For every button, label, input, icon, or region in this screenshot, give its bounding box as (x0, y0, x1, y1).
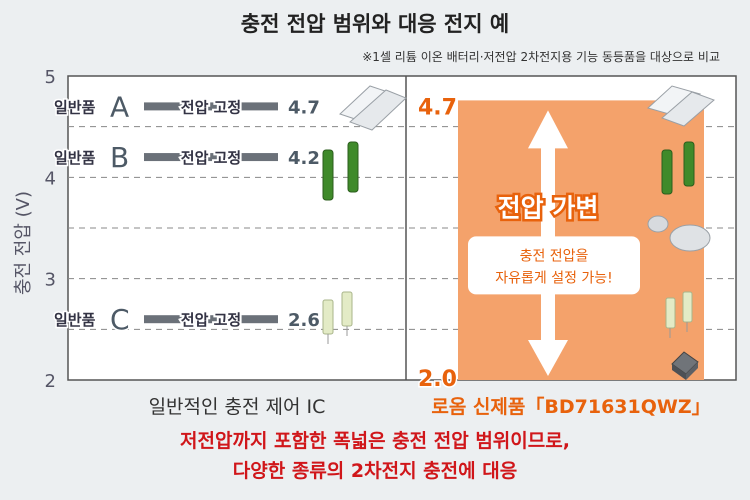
chart-note: ※1셀 리튬 이온 배터리·저전압 2차전지용 기능 동등품을 대상으로 비교 (362, 50, 720, 64)
footer-line-1: 저전압까지 포함한 폭넓은 충전 전압 범위이므로, (180, 430, 570, 452)
green-cylinder-battery-icon (661, 141, 695, 195)
chart-title: 충전 전압 범위와 대응 전지 예 (240, 12, 510, 36)
y-tick-label: 2 (45, 371, 56, 392)
item-bar-text: 전압 고정 (181, 98, 241, 116)
pouch-battery-icon (339, 85, 407, 131)
range-title: 전압 가변 (498, 193, 599, 222)
y-tick-label: 3 (45, 270, 56, 291)
item-letter-label: B (110, 141, 129, 174)
left-item: 일반품 C 전압 고정 2.6 (53, 302, 320, 338)
item-bar (144, 102, 278, 111)
coin-cell-icon (647, 215, 711, 252)
pouch-battery-icon (647, 85, 715, 127)
callout-line-2: 자유롭게 설정 가능! (495, 270, 613, 286)
item-bar-text: 전압 고정 (181, 149, 241, 167)
left-panel-caption: 일반적인 충전 제어 IC (148, 396, 326, 418)
callout-line-1: 충전 전압을 (520, 248, 589, 264)
item-bar-text: 전압 고정 (181, 311, 241, 329)
range-max-label: 4.7 (418, 95, 457, 120)
left-item: 일반품 B 전압 고정 4.2 (53, 140, 320, 176)
footer-line-2: 다양한 종류의 2차전지 충전에 대응 (232, 460, 518, 482)
item-bar (144, 315, 278, 324)
pale-cylinder-battery-icon (665, 291, 693, 338)
left-item: 일반품 A 전압 고정 4.7 (53, 89, 320, 125)
item-bar (144, 153, 278, 162)
green-cylinder-battery-icon (322, 141, 359, 201)
range-min-label: 2.0 (418, 367, 457, 392)
arrow-head-up (528, 110, 568, 149)
y-tick-label: 4 (45, 168, 56, 189)
pale-cylinder-battery-icon (322, 291, 353, 344)
item-letter-label: C (110, 303, 130, 336)
left-panel-items: 일반품 A 전압 고정 4.7 일반품 B 전압 고정 4.2 일반품 C 전압 고정 2.6 (53, 89, 320, 338)
item-letter-label: A (110, 90, 129, 123)
item-category-label: 일반품 (54, 311, 96, 329)
callout-bubble (468, 236, 640, 295)
y-ticks: 2 3 4 5 (45, 67, 56, 392)
item-value-label: 4.2 (288, 148, 320, 169)
item-value-label: 4.7 (288, 97, 320, 118)
chip-package-icon (671, 351, 699, 380)
y-tick-label: 5 (45, 67, 56, 88)
battery-icons (322, 85, 715, 380)
item-category-label: 일반품 (54, 98, 96, 116)
right-panel-caption: 로옴 신제품「BD71631QWZ」 (431, 396, 711, 418)
item-value-label: 2.6 (288, 310, 320, 331)
item-category-label: 일반품 (54, 149, 96, 167)
arrow-head-down (528, 340, 568, 376)
